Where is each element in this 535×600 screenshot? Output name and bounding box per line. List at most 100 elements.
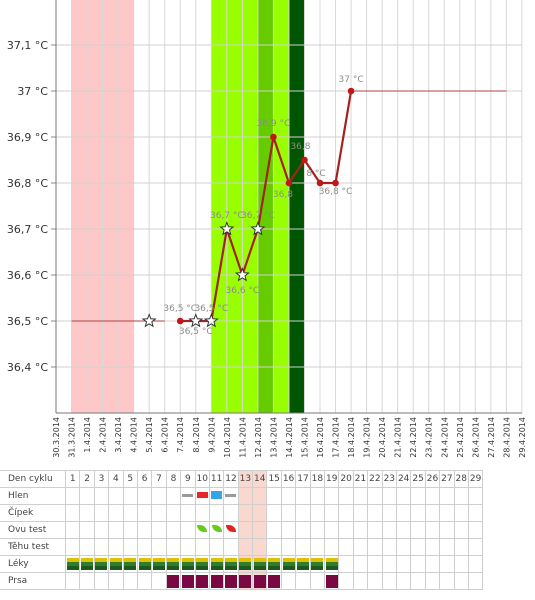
day-cell <box>295 555 311 573</box>
day-cell <box>424 487 441 505</box>
day-cell <box>352 521 369 539</box>
dot-marker <box>270 133 277 141</box>
day-cell <box>108 538 124 556</box>
star-marker <box>141 313 157 328</box>
day-cell <box>295 538 311 556</box>
day-cell <box>280 521 297 539</box>
day-cell <box>280 555 297 573</box>
medication-icon <box>138 558 151 570</box>
star-marker <box>219 221 235 236</box>
day-cell <box>252 504 268 522</box>
row-label: Ovu test <box>0 521 66 539</box>
day-cell <box>395 572 412 590</box>
day-cell <box>165 555 182 573</box>
day-cell <box>151 504 167 522</box>
medication-icon <box>210 558 223 570</box>
day-cell <box>381 555 397 573</box>
x-tick-label: 19.4.2014 <box>363 417 372 458</box>
day-cell <box>252 538 268 556</box>
day-cell <box>64 538 81 556</box>
mucus-marker <box>182 494 194 497</box>
medication-icon <box>167 558 180 570</box>
medication-icon <box>253 558 266 570</box>
day-cell <box>395 555 412 573</box>
day-cell <box>266 521 282 539</box>
day-cell <box>223 504 239 522</box>
medication-icon <box>282 558 295 570</box>
breast-marker <box>239 574 252 588</box>
day-cell <box>424 572 441 590</box>
x-tick-label: 28.4.2014 <box>502 417 511 458</box>
day-number: 16 <box>280 470 297 488</box>
x-tick-label: 1.4.2014 <box>83 417 92 453</box>
day-number: 25 <box>410 470 426 488</box>
day-cell <box>108 572 124 590</box>
day-cell <box>309 555 326 573</box>
data-label: 36,7 °C <box>210 211 244 221</box>
day-cell <box>352 572 369 590</box>
day-cell <box>237 504 254 522</box>
day-cell <box>439 538 455 556</box>
band-fertile <box>211 0 289 413</box>
x-tick-label: 21.4.2014 <box>394 417 403 458</box>
day-cell <box>295 521 311 539</box>
day-cell <box>208 572 225 590</box>
day-cell <box>237 555 254 573</box>
day-number: 19 <box>324 470 340 488</box>
row-tehu: Těhu test <box>0 538 484 556</box>
row-leky: Léky <box>0 555 484 573</box>
day-cell <box>367 521 383 539</box>
row-label: Prsa <box>0 572 66 590</box>
day-cell <box>93 487 110 505</box>
day-cell <box>180 538 196 556</box>
day-cell <box>309 538 326 556</box>
cycle-table: Den cyklu 1 2 3 4 5 6 7 8 9 10 11 12 13 14 15 16 17 18 19 20… <box>0 470 484 590</box>
day-cell <box>280 487 297 505</box>
day-cell <box>395 521 412 539</box>
day-cell <box>467 521 484 539</box>
day-cell <box>194 572 210 590</box>
day-cell <box>252 555 268 573</box>
day-cell <box>280 572 297 590</box>
day-cell <box>194 487 210 505</box>
day-cell <box>367 538 383 556</box>
day-cell <box>223 487 239 505</box>
day-cell <box>194 521 210 539</box>
ovulation-test-leaf-icon <box>225 525 236 532</box>
day-cell <box>410 538 426 556</box>
day-cell <box>108 487 124 505</box>
day-cell <box>223 521 239 539</box>
x-tick-label: 15.4.2014 <box>300 417 309 458</box>
day-cell <box>295 572 311 590</box>
day-cell <box>395 538 412 556</box>
day-cell <box>395 504 412 522</box>
day-number: 28 <box>453 470 469 488</box>
day-cell <box>122 521 138 539</box>
day-cell <box>93 538 110 556</box>
mucus-marker <box>225 494 237 497</box>
day-cell <box>122 572 138 590</box>
day-cell <box>352 555 369 573</box>
day-number: 27 <box>439 470 455 488</box>
day-cell <box>309 487 326 505</box>
medication-icon <box>224 558 237 570</box>
day-cell <box>266 487 282 505</box>
day-cell <box>439 487 455 505</box>
mucus-marker <box>211 490 223 499</box>
day-cell <box>453 521 469 539</box>
day-cell <box>136 555 153 573</box>
day-cell <box>309 572 326 590</box>
medication-icon <box>196 558 209 570</box>
x-tick-label: 23.4.2014 <box>425 417 434 458</box>
x-tick-label: 10.4.2014 <box>223 417 232 458</box>
day-cell <box>453 504 469 522</box>
medication-icon <box>268 558 281 570</box>
day-cell <box>266 572 282 590</box>
data-label: 36,5 °C <box>163 304 197 314</box>
breast-marker <box>181 574 194 588</box>
day-number: 5 <box>122 470 138 488</box>
day-cell <box>352 504 369 522</box>
day-cell <box>395 487 412 505</box>
day-cell <box>208 504 225 522</box>
medication-icon <box>66 558 79 570</box>
